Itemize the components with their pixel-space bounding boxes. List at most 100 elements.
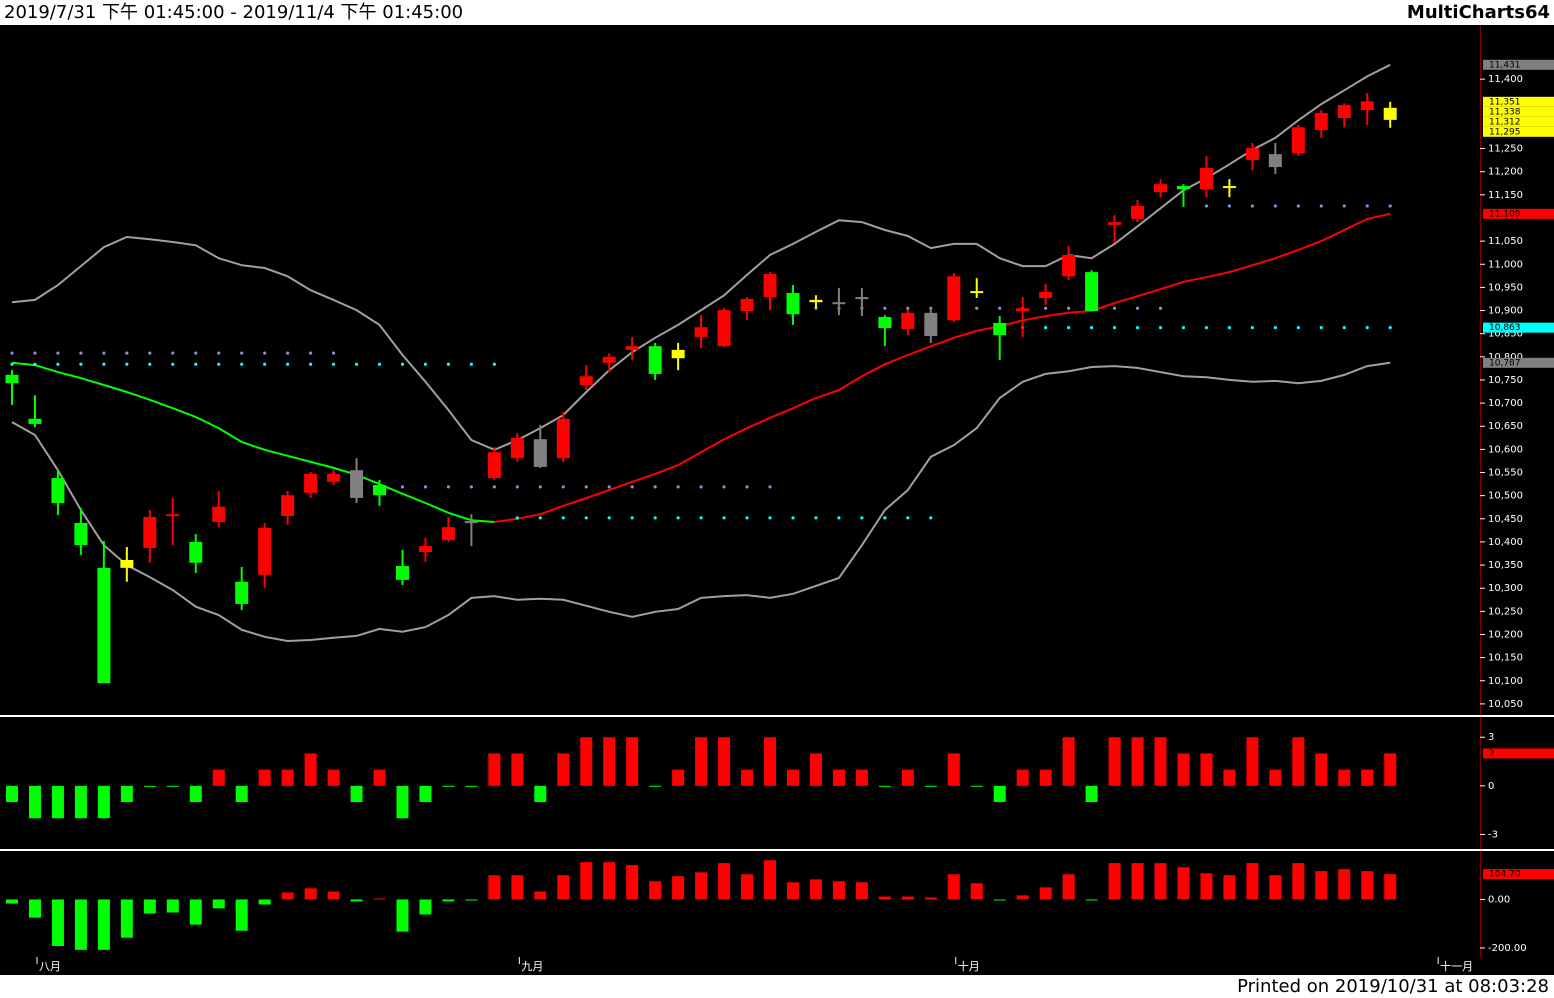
bar xyxy=(511,875,524,900)
level-dot xyxy=(1158,326,1163,330)
bar xyxy=(649,881,662,900)
candle-body xyxy=(1108,222,1122,225)
y-tick-label: 10,200 xyxy=(1488,629,1523,640)
candle-body xyxy=(51,478,65,504)
level-dot xyxy=(171,351,175,355)
level-dot xyxy=(607,516,611,520)
level-dot xyxy=(1365,204,1369,208)
bar xyxy=(1131,863,1144,900)
level-dot xyxy=(883,516,887,520)
bar xyxy=(534,891,547,900)
level-dot xyxy=(377,362,382,366)
level-dot xyxy=(630,485,634,489)
y-tick-label: 10,300 xyxy=(1488,583,1523,594)
bar xyxy=(924,785,937,787)
bar xyxy=(1292,863,1305,900)
y-tick-label: 10,400 xyxy=(1488,537,1523,548)
price-tag xyxy=(1483,96,1554,107)
bar xyxy=(1292,737,1305,786)
bar xyxy=(1338,769,1351,786)
y-tick-label: 10,600 xyxy=(1488,444,1523,455)
bar xyxy=(786,882,799,900)
candle-body xyxy=(924,312,938,336)
level-dot xyxy=(423,485,428,489)
bar xyxy=(695,737,708,786)
candle-body xyxy=(5,374,19,384)
level-dot xyxy=(240,351,244,355)
level-dot xyxy=(400,485,405,489)
level-dot xyxy=(1388,204,1392,208)
level-dot xyxy=(33,351,37,355)
candle-body xyxy=(258,528,272,575)
candle-body xyxy=(1245,148,1259,161)
candle-body xyxy=(1062,255,1076,277)
level-dot xyxy=(998,306,1002,310)
candle-body xyxy=(1039,292,1053,299)
candle-body xyxy=(970,291,984,294)
level-dot xyxy=(217,362,221,366)
bar xyxy=(1062,874,1075,900)
bar xyxy=(672,769,685,786)
level-dot xyxy=(1296,326,1300,330)
bar xyxy=(304,753,317,786)
price-tag xyxy=(1483,322,1554,333)
level-dot xyxy=(768,516,772,520)
level-dot xyxy=(676,516,680,520)
bar xyxy=(166,785,179,787)
level-dot xyxy=(1319,326,1323,330)
bar xyxy=(258,769,271,786)
y-tick-label: 10,150 xyxy=(1488,653,1523,664)
bar xyxy=(74,899,87,950)
bar xyxy=(189,785,202,803)
level-dot xyxy=(791,516,795,520)
candle-body xyxy=(855,297,869,300)
candle-body xyxy=(1131,205,1145,219)
price-tag xyxy=(1483,126,1554,137)
candle-body xyxy=(510,437,524,459)
y-tick-label: 11,200 xyxy=(1488,167,1523,178)
candle-body xyxy=(1154,184,1167,193)
level-dot xyxy=(584,516,588,520)
level-dot xyxy=(125,362,129,366)
y-tick-label: 11,400 xyxy=(1488,74,1523,85)
bar xyxy=(465,785,478,787)
candle-body xyxy=(1085,272,1099,311)
level-dot xyxy=(446,362,451,366)
bar xyxy=(74,785,87,819)
level-dot xyxy=(1273,204,1277,208)
level-dot xyxy=(1181,326,1186,330)
price-tag-label: 11,338 xyxy=(1489,107,1521,117)
level-dot xyxy=(1135,326,1140,330)
bar xyxy=(1131,737,1144,786)
candle-body xyxy=(648,346,662,374)
bar xyxy=(396,785,409,819)
price-tag-label: 11,351 xyxy=(1489,97,1521,107)
bar xyxy=(488,753,501,786)
bar xyxy=(511,753,524,786)
candle-body xyxy=(901,312,915,330)
level-dot xyxy=(1135,306,1140,310)
bar xyxy=(1246,863,1259,900)
y-tick-label: 10,650 xyxy=(1488,421,1523,432)
candle-body xyxy=(809,299,823,303)
bar xyxy=(28,785,41,819)
y-tick-label: 10,900 xyxy=(1488,306,1523,317)
candle-body xyxy=(120,559,134,568)
bar xyxy=(603,737,616,786)
candle-body xyxy=(993,323,1007,336)
bar xyxy=(1016,895,1029,900)
y-tick-label: 10,350 xyxy=(1488,560,1523,571)
level-dot xyxy=(79,362,83,366)
level-dot xyxy=(102,362,106,366)
candle-body xyxy=(74,522,88,546)
level-dot xyxy=(860,516,864,520)
bar xyxy=(1269,875,1282,900)
level-dot xyxy=(309,362,313,366)
candle-body xyxy=(1016,308,1030,311)
y-tick-label: 10,450 xyxy=(1488,514,1523,525)
level-dot xyxy=(699,516,703,520)
bar xyxy=(970,883,983,900)
level-dot xyxy=(492,485,496,489)
bar xyxy=(120,899,133,938)
y-tick-label: 0 xyxy=(1488,781,1494,792)
